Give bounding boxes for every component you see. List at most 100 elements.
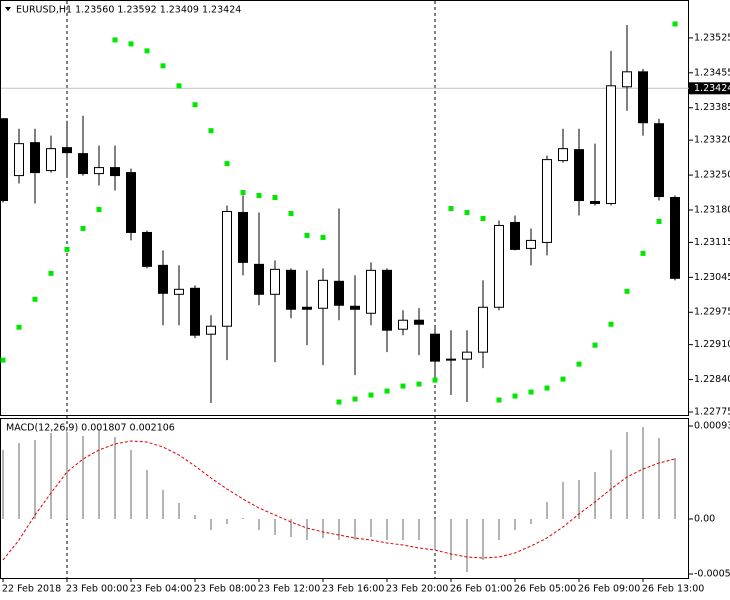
sar-dot xyxy=(368,392,374,398)
sar-dot xyxy=(656,218,662,224)
y-tick-label: -0.00055 xyxy=(694,569,730,580)
sar-dot xyxy=(592,342,598,348)
candle-body xyxy=(0,118,8,202)
candle-body xyxy=(270,268,280,295)
candle-body xyxy=(382,269,392,331)
candle-body xyxy=(318,279,328,309)
y-tick-label: 0.00 xyxy=(694,514,715,525)
candle-body xyxy=(446,358,456,361)
sar-dot xyxy=(464,209,470,215)
x-tick-label: 26 Feb 13:00 xyxy=(642,584,704,595)
current-price-box xyxy=(689,82,730,95)
title-arrow xyxy=(5,7,11,11)
sar-dot xyxy=(144,48,150,54)
x-tick-label: 26 Feb 09:00 xyxy=(578,584,640,595)
y-tick-label: 1.23250 xyxy=(694,170,730,181)
sar-dot xyxy=(624,288,630,294)
sar-dot xyxy=(320,234,326,240)
sar-dot xyxy=(512,393,518,399)
candle-body xyxy=(62,147,72,154)
y-tick-label: 1.23320 xyxy=(694,135,730,146)
sar-dot xyxy=(32,296,38,302)
y-tick-label: 1.22975 xyxy=(694,307,730,318)
chart-title: EURUSD,H1 1.23560 1.23592 1.23409 1.2342… xyxy=(16,5,241,16)
candle-body xyxy=(254,263,264,295)
candle-body xyxy=(206,325,216,335)
sar-dot xyxy=(560,376,566,382)
sar-dot xyxy=(640,250,646,256)
candle-body xyxy=(414,319,424,325)
sar-dot xyxy=(208,128,214,134)
x-tick-label: 23 Feb 12:00 xyxy=(258,584,320,595)
sar-dot xyxy=(528,389,534,395)
sar-dot xyxy=(192,102,198,108)
sar-dot xyxy=(256,193,262,199)
candle-body xyxy=(238,211,248,263)
signal-line xyxy=(2,440,676,561)
candle-body xyxy=(558,148,568,162)
sar-dot xyxy=(96,206,102,212)
price-panel-frame xyxy=(0,0,689,416)
y-tick-label: 1.23455 xyxy=(694,67,730,78)
y-tick-label: 1.22775 xyxy=(694,407,730,418)
candle-body xyxy=(526,239,536,249)
x-tick-label: 26 Feb 01:00 xyxy=(450,584,512,595)
candle-body xyxy=(190,287,200,336)
candle-body xyxy=(46,148,56,172)
candle-body xyxy=(110,167,120,177)
sar-dot xyxy=(496,397,502,403)
candle-body xyxy=(638,71,648,124)
y-tick-label: 1.22840 xyxy=(694,374,730,385)
sar-dot xyxy=(240,190,246,196)
candle-body xyxy=(670,197,680,279)
sar-dot xyxy=(304,232,310,238)
y-tick-label: 0.00093 xyxy=(694,421,730,432)
candle-body xyxy=(142,231,152,267)
sar-dot xyxy=(272,195,278,201)
candle-body xyxy=(654,123,664,198)
sar-dot xyxy=(80,225,86,231)
candle-body xyxy=(78,153,88,175)
y-tick-label: 1.23525 xyxy=(694,32,730,43)
sar-dot xyxy=(48,270,54,276)
sar-dot xyxy=(336,399,342,405)
candle-body xyxy=(334,280,344,306)
macd-title: MACD(12,26,9) 0.001807 0.002106 xyxy=(6,423,175,434)
sar-dot xyxy=(480,215,486,221)
y-tick-label: 1.23385 xyxy=(694,102,730,113)
x-tick-label: 23 Feb 16:00 xyxy=(322,584,384,595)
candle-body xyxy=(430,333,440,362)
candle-body xyxy=(286,269,296,310)
x-tick-label: 23 Feb 20:00 xyxy=(386,584,448,595)
sar-dot xyxy=(112,37,118,43)
sar-dot xyxy=(128,41,134,47)
sar-dot xyxy=(16,324,22,330)
sar-dot xyxy=(448,205,454,211)
candle-body xyxy=(622,71,632,88)
sar-dot xyxy=(416,381,422,387)
candle-body xyxy=(126,172,136,233)
sar-dot xyxy=(352,396,358,402)
candle-body xyxy=(478,306,488,353)
candle-body xyxy=(542,159,552,243)
candle-body xyxy=(494,224,504,308)
x-tick-label: 22 Feb 2018 xyxy=(2,584,61,595)
sar-dot xyxy=(544,385,550,391)
candle-body xyxy=(510,221,520,250)
candle-body xyxy=(590,201,600,205)
candle-body xyxy=(30,142,40,174)
y-tick-label: 1.23045 xyxy=(694,272,730,283)
x-tick-label: 23 Feb 00:00 xyxy=(66,584,128,595)
x-tick-label: 23 Feb 08:00 xyxy=(194,584,256,595)
candle-body xyxy=(606,85,616,205)
sar-dot xyxy=(576,361,582,367)
sar-dot xyxy=(288,210,294,216)
sar-dot xyxy=(176,83,182,89)
candle-body xyxy=(366,269,376,314)
candle-body xyxy=(158,264,168,294)
sar-dot xyxy=(672,21,678,27)
sar-dot xyxy=(608,321,614,327)
sar-dot xyxy=(384,388,390,394)
x-tick-label: 26 Feb 05:00 xyxy=(514,584,576,595)
